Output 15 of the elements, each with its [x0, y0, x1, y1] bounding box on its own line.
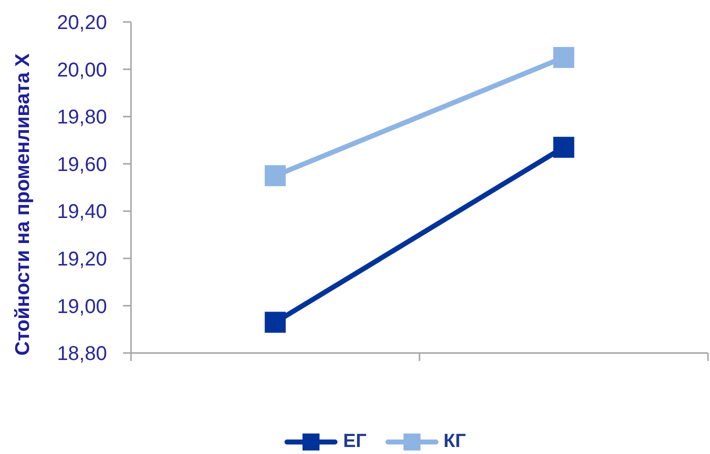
legend-label: ЕГ [343, 430, 367, 454]
y-tick-label: 19,00 [56, 296, 107, 318]
y-tick-label: 19,40 [56, 201, 107, 224]
y-axis-title: Стойности на променливата X [12, 52, 34, 356]
y-tick-label: 19,20 [56, 248, 107, 271]
y-tick-label: 19,60 [56, 154, 107, 176]
point [264, 312, 286, 333]
legend-label: КГ [444, 430, 466, 454]
y-tick-label: 20,00 [56, 59, 107, 82]
point [264, 165, 286, 186]
y-tick-label: 18,80 [56, 343, 107, 366]
point [553, 136, 574, 158]
y-tick-label: 19,80 [56, 106, 107, 129]
point [553, 46, 574, 68]
y-tick-label: 20,20 [56, 12, 107, 34]
